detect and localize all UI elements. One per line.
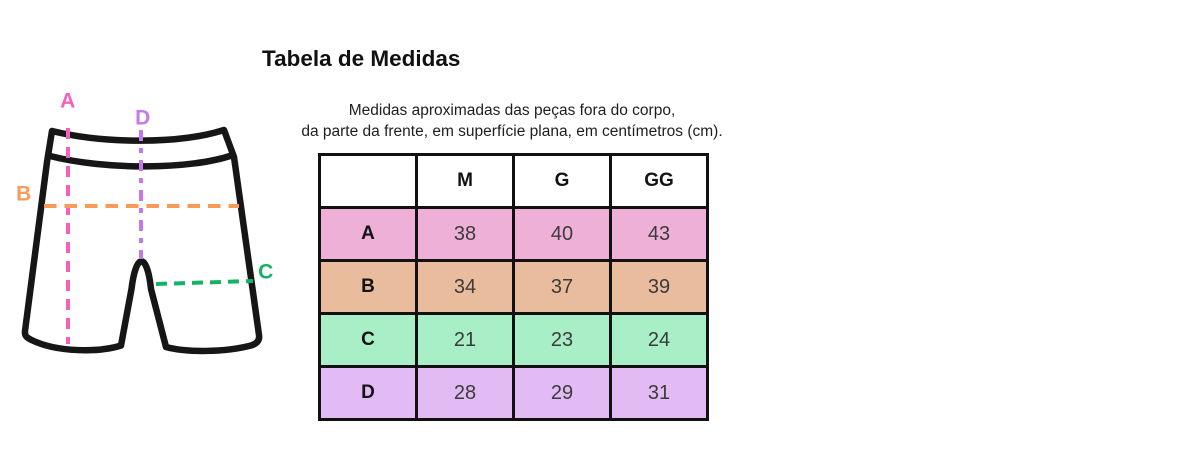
column-header-gg: GG — [609, 153, 709, 209]
row-label-a: A — [318, 206, 418, 262]
cell-c-m: 21 — [415, 312, 515, 368]
subtitle-line-2: da parte da frente, em superfície plana,… — [301, 122, 723, 140]
subtitle: Medidas aproximadas das peças fora do co… — [282, 101, 742, 142]
measure-label-a: A — [60, 89, 76, 113]
measure-label-d: D — [135, 106, 151, 130]
cell-b-m: 34 — [415, 259, 515, 315]
measurements-table: M G GG A 38 40 43 B 34 37 39 C 21 23 — [318, 153, 709, 421]
table-row-a: A 38 40 43 — [318, 206, 709, 262]
cell-b-gg: 39 — [609, 259, 709, 315]
column-header-m: M — [415, 153, 515, 209]
table-corner-cell — [318, 153, 418, 209]
waistband-seam-line — [46, 151, 237, 170]
row-label-d: D — [318, 365, 418, 421]
measure-label-b: B — [16, 182, 32, 206]
row-label-c: C — [318, 312, 418, 368]
table-row-b: B 34 37 39 — [318, 259, 709, 315]
cell-d-g: 29 — [512, 365, 612, 421]
cell-a-g: 40 — [512, 206, 612, 262]
cell-d-gg: 31 — [609, 365, 709, 421]
table-row-c: C 21 23 24 — [318, 312, 709, 368]
subtitle-line-1: Medidas aproximadas das peças fora do co… — [348, 102, 676, 119]
column-header-g: G — [512, 153, 612, 209]
cell-c-gg: 24 — [609, 312, 709, 368]
measure-line-c — [155, 279, 254, 286]
measure-label-c: C — [258, 260, 274, 284]
shorts-diagram — [21, 126, 263, 355]
cell-a-m: 38 — [415, 206, 515, 262]
cell-d-m: 28 — [415, 365, 515, 421]
row-label-b: B — [318, 259, 418, 315]
cell-b-g: 37 — [512, 259, 612, 315]
cell-a-gg: 43 — [609, 206, 709, 262]
table-row-d: D 28 29 31 — [318, 365, 709, 421]
cell-c-g: 23 — [512, 312, 612, 368]
table-header-row: M G GG — [318, 153, 709, 209]
page-title: Tabela de Medidas — [262, 46, 461, 71]
